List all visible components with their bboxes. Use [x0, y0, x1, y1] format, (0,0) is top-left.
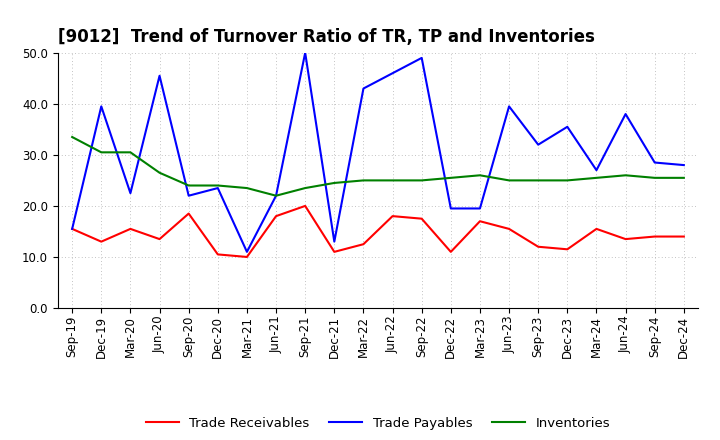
Inventories [301, 185, 310, 191]
Trade Payables [68, 226, 76, 231]
Inventories [680, 175, 688, 180]
Trade Receivables [563, 247, 572, 252]
Trade Receivables [650, 234, 659, 239]
Trade Receivables [97, 239, 106, 244]
Trade Payables [126, 191, 135, 196]
Line: Inventories: Inventories [72, 137, 684, 196]
Trade Payables [680, 162, 688, 168]
Trade Receivables [126, 226, 135, 231]
Inventories [243, 185, 251, 191]
Inventories [359, 178, 368, 183]
Line: Trade Payables: Trade Payables [72, 53, 684, 252]
Text: [9012]  Trend of Turnover Ratio of TR, TP and Inventories: [9012] Trend of Turnover Ratio of TR, TP… [58, 28, 595, 46]
Trade Payables [563, 124, 572, 129]
Trade Receivables [359, 242, 368, 247]
Trade Payables [446, 206, 455, 211]
Inventories [621, 172, 630, 178]
Inventories [446, 175, 455, 180]
Trade Payables [534, 142, 543, 147]
Trade Payables [330, 239, 338, 244]
Trade Payables [213, 185, 222, 191]
Trade Payables [184, 193, 193, 198]
Trade Payables [97, 104, 106, 109]
Trade Payables [388, 70, 397, 76]
Inventories [505, 178, 513, 183]
Inventories [184, 183, 193, 188]
Trade Receivables [534, 244, 543, 249]
Inventories [271, 193, 280, 198]
Trade Receivables [680, 234, 688, 239]
Trade Payables [505, 104, 513, 109]
Inventories [213, 183, 222, 188]
Inventories [388, 178, 397, 183]
Inventories [563, 178, 572, 183]
Trade Receivables [388, 213, 397, 219]
Inventories [330, 180, 338, 186]
Trade Receivables [68, 226, 76, 231]
Trade Receivables [156, 236, 164, 242]
Trade Receivables [418, 216, 426, 221]
Trade Receivables [476, 219, 485, 224]
Inventories [126, 150, 135, 155]
Trade Payables [418, 55, 426, 61]
Trade Receivables [243, 254, 251, 260]
Trade Payables [650, 160, 659, 165]
Inventories [418, 178, 426, 183]
Inventories [476, 172, 485, 178]
Trade Receivables [505, 226, 513, 231]
Trade Receivables [184, 211, 193, 216]
Trade Receivables [213, 252, 222, 257]
Trade Payables [476, 206, 485, 211]
Inventories [97, 150, 106, 155]
Trade Receivables [592, 226, 600, 231]
Trade Payables [359, 86, 368, 91]
Trade Payables [156, 73, 164, 78]
Trade Receivables [621, 236, 630, 242]
Trade Payables [243, 249, 251, 254]
Trade Receivables [330, 249, 338, 254]
Trade Payables [301, 50, 310, 55]
Trade Payables [271, 193, 280, 198]
Inventories [650, 175, 659, 180]
Inventories [592, 175, 600, 180]
Trade Receivables [446, 249, 455, 254]
Trade Receivables [301, 203, 310, 209]
Legend: Trade Receivables, Trade Payables, Inventories: Trade Receivables, Trade Payables, Inven… [140, 411, 616, 435]
Inventories [68, 134, 76, 139]
Inventories [534, 178, 543, 183]
Trade Payables [592, 168, 600, 173]
Trade Payables [621, 111, 630, 117]
Inventories [156, 170, 164, 176]
Trade Receivables [271, 213, 280, 219]
Line: Trade Receivables: Trade Receivables [72, 206, 684, 257]
